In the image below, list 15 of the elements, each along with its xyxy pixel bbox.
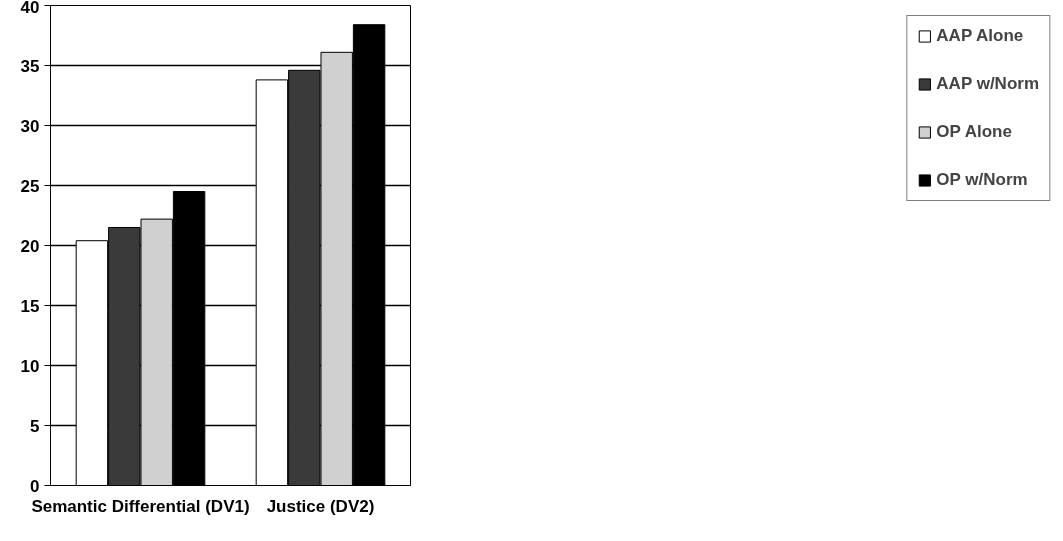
y-tick-label: 15: [20, 296, 40, 316]
x-tick-label: Semantic Differential (DV1): [31, 496, 250, 516]
y-tick-label: 5: [30, 416, 40, 436]
y-tick-label: 30: [20, 116, 40, 136]
y-tick-label: 20: [20, 236, 40, 256]
legend-label: OP w/Norm: [936, 170, 1028, 190]
x-tick-label: Justice (DV2): [266, 496, 375, 516]
y-tick-label: 0: [30, 476, 40, 496]
legend-label: AAP w/Norm: [936, 74, 1039, 94]
y-tick-label: 35: [20, 56, 40, 76]
y-tick-label: 25: [20, 176, 40, 196]
legend-label: AAP Alone: [936, 26, 1024, 46]
y-tick-label: 40: [20, 0, 40, 17]
legend-label: OP Alone: [936, 122, 1012, 142]
y-tick-label: 10: [20, 356, 40, 376]
